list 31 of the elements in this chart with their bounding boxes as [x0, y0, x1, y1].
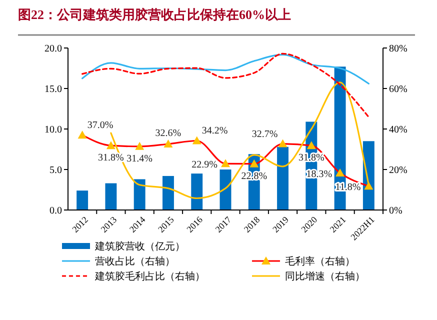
y-tick-label: 15.0: [44, 84, 62, 95]
data-label: 31.4%: [126, 153, 153, 164]
bar: [277, 146, 288, 210]
y-tick-label: 0.0: [50, 206, 62, 216]
bar: [105, 183, 117, 210]
data-label: 32.6%: [155, 128, 182, 139]
bar: [76, 190, 88, 210]
y-tick-label: 5.0: [50, 165, 62, 176]
legend-label: 同比增速（右轴）: [285, 270, 365, 282]
bar: [220, 170, 232, 210]
legend-label: 毛利率（右轴）: [285, 256, 355, 268]
y2-tick-label: 0%: [389, 206, 402, 216]
bar: [134, 179, 146, 210]
data-label: 32.7%: [252, 128, 278, 140]
data-label: 22.9%: [192, 160, 218, 171]
legend-label: 营收占比（右轴）: [95, 256, 175, 268]
y-tick-label: 10.0: [44, 124, 62, 136]
legend-label: 建筑胶营收（亿元）: [94, 240, 185, 252]
chart-title: 图22：公司建筑类用胶营收占比保持在60%以上: [18, 7, 291, 22]
data-label: 37.0%: [87, 120, 114, 132]
y2-tick-label: 20%: [389, 165, 408, 176]
data-label: 34.2%: [202, 126, 228, 137]
line-series: [82, 54, 370, 84]
legend-label: 建筑胶毛利占比（右轴）: [94, 270, 205, 282]
bar: [191, 174, 203, 210]
y2-tick-label: 40%: [389, 124, 408, 136]
bar: [162, 176, 174, 210]
y2-tick-label: 80%: [389, 44, 408, 54]
line-series: [82, 52, 370, 118]
y2-tick-label: 60%: [389, 84, 408, 95]
y-tick-label: 20.0: [44, 44, 62, 54]
